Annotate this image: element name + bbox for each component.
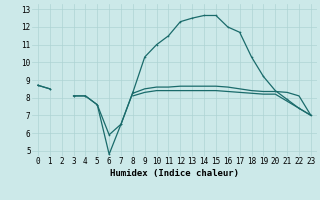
X-axis label: Humidex (Indice chaleur): Humidex (Indice chaleur): [110, 169, 239, 178]
